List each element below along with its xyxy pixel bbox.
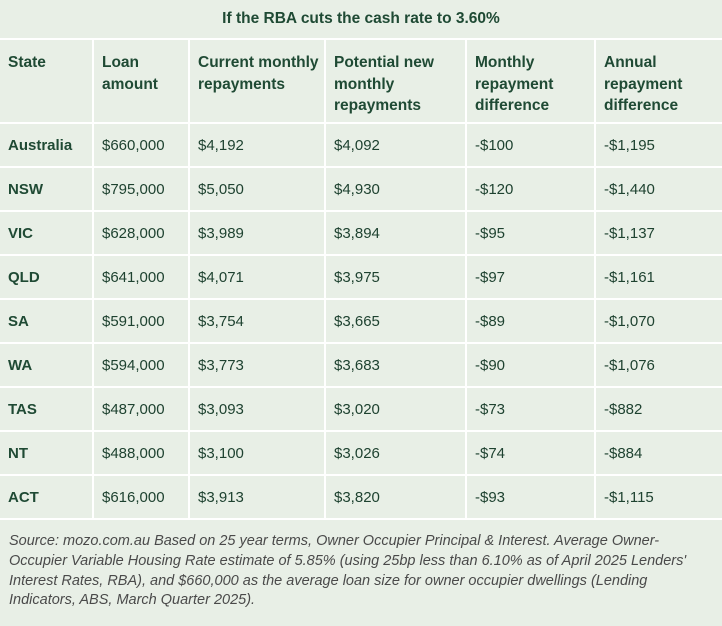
cell-monthly-difference: -$93 <box>467 476 596 520</box>
cell-annual-difference: -$1,161 <box>596 256 722 300</box>
cell-loan-amount: $795,000 <box>94 168 190 212</box>
cell-monthly-difference: -$120 <box>467 168 596 212</box>
cell-monthly-difference: -$89 <box>467 300 596 344</box>
repayments-table: State Loan amount Current monthly repaym… <box>0 38 722 520</box>
table-row: SA $591,000 $3,754 $3,665 -$89 -$1,070 <box>0 300 722 344</box>
cell-loan-amount: $641,000 <box>94 256 190 300</box>
cell-loan-amount: $660,000 <box>94 124 190 168</box>
cell-annual-difference: -$1,076 <box>596 344 722 388</box>
cell-annual-difference: -$1,070 <box>596 300 722 344</box>
cell-state: WA <box>0 344 94 388</box>
cell-monthly-difference: -$73 <box>467 388 596 432</box>
cell-current-monthly: $3,100 <box>190 432 326 476</box>
cell-potential-monthly: $4,930 <box>326 168 467 212</box>
cell-potential-monthly: $3,020 <box>326 388 467 432</box>
table-row: ACT $616,000 $3,913 $3,820 -$93 -$1,115 <box>0 476 722 520</box>
cell-potential-monthly: $4,092 <box>326 124 467 168</box>
table-header-row: State Loan amount Current monthly repaym… <box>0 38 722 124</box>
cell-state: NT <box>0 432 94 476</box>
cell-current-monthly: $3,754 <box>190 300 326 344</box>
table-row: Australia $660,000 $4,192 $4,092 -$100 -… <box>0 124 722 168</box>
cell-current-monthly: $3,989 <box>190 212 326 256</box>
cell-loan-amount: $616,000 <box>94 476 190 520</box>
cell-state: Australia <box>0 124 94 168</box>
cell-potential-monthly: $3,820 <box>326 476 467 520</box>
cell-current-monthly: $3,913 <box>190 476 326 520</box>
cell-annual-difference: -$1,137 <box>596 212 722 256</box>
cell-annual-difference: -$884 <box>596 432 722 476</box>
cell-monthly-difference: -$74 <box>467 432 596 476</box>
header-current-monthly-repayments: Current monthly repayments <box>190 38 326 124</box>
table-row: QLD $641,000 $4,071 $3,975 -$97 -$1,161 <box>0 256 722 300</box>
cell-loan-amount: $628,000 <box>94 212 190 256</box>
cell-current-monthly: $3,773 <box>190 344 326 388</box>
cell-loan-amount: $591,000 <box>94 300 190 344</box>
cell-loan-amount: $594,000 <box>94 344 190 388</box>
table-row: VIC $628,000 $3,989 $3,894 -$95 -$1,137 <box>0 212 722 256</box>
table-title: If the RBA cuts the cash rate to 3.60% <box>0 0 722 38</box>
cell-potential-monthly: $3,665 <box>326 300 467 344</box>
cell-current-monthly: $4,192 <box>190 124 326 168</box>
cell-state: TAS <box>0 388 94 432</box>
cell-annual-difference: -$1,115 <box>596 476 722 520</box>
cell-current-monthly: $3,093 <box>190 388 326 432</box>
cell-monthly-difference: -$95 <box>467 212 596 256</box>
cell-state: VIC <box>0 212 94 256</box>
header-state: State <box>0 38 94 124</box>
cell-annual-difference: -$1,440 <box>596 168 722 212</box>
cell-state: SA <box>0 300 94 344</box>
cell-state: ACT <box>0 476 94 520</box>
table-row: WA $594,000 $3,773 $3,683 -$90 -$1,076 <box>0 344 722 388</box>
header-potential-new-monthly-repayments: Potential new monthly repayments <box>326 38 467 124</box>
table-row: TAS $487,000 $3,093 $3,020 -$73 -$882 <box>0 388 722 432</box>
cell-loan-amount: $488,000 <box>94 432 190 476</box>
table-row: NSW $795,000 $5,050 $4,930 -$120 -$1,440 <box>0 168 722 212</box>
cell-annual-difference: -$1,195 <box>596 124 722 168</box>
cell-current-monthly: $5,050 <box>190 168 326 212</box>
cell-loan-amount: $487,000 <box>94 388 190 432</box>
header-monthly-repayment-difference: Monthly repayment difference <box>467 38 596 124</box>
cell-monthly-difference: -$90 <box>467 344 596 388</box>
cell-state: QLD <box>0 256 94 300</box>
cell-monthly-difference: -$97 <box>467 256 596 300</box>
header-loan-amount: Loan amount <box>94 38 190 124</box>
cell-potential-monthly: $3,894 <box>326 212 467 256</box>
source-note: Source: mozo.com.au Based on 25 year ter… <box>0 520 722 620</box>
cell-potential-monthly: $3,975 <box>326 256 467 300</box>
table-row: NT $488,000 $3,100 $3,026 -$74 -$884 <box>0 432 722 476</box>
cell-annual-difference: -$882 <box>596 388 722 432</box>
cell-monthly-difference: -$100 <box>467 124 596 168</box>
cell-state: NSW <box>0 168 94 212</box>
cell-potential-monthly: $3,683 <box>326 344 467 388</box>
cell-current-monthly: $4,071 <box>190 256 326 300</box>
cell-potential-monthly: $3,026 <box>326 432 467 476</box>
header-annual-repayment-difference: Annual repayment difference <box>596 38 722 124</box>
